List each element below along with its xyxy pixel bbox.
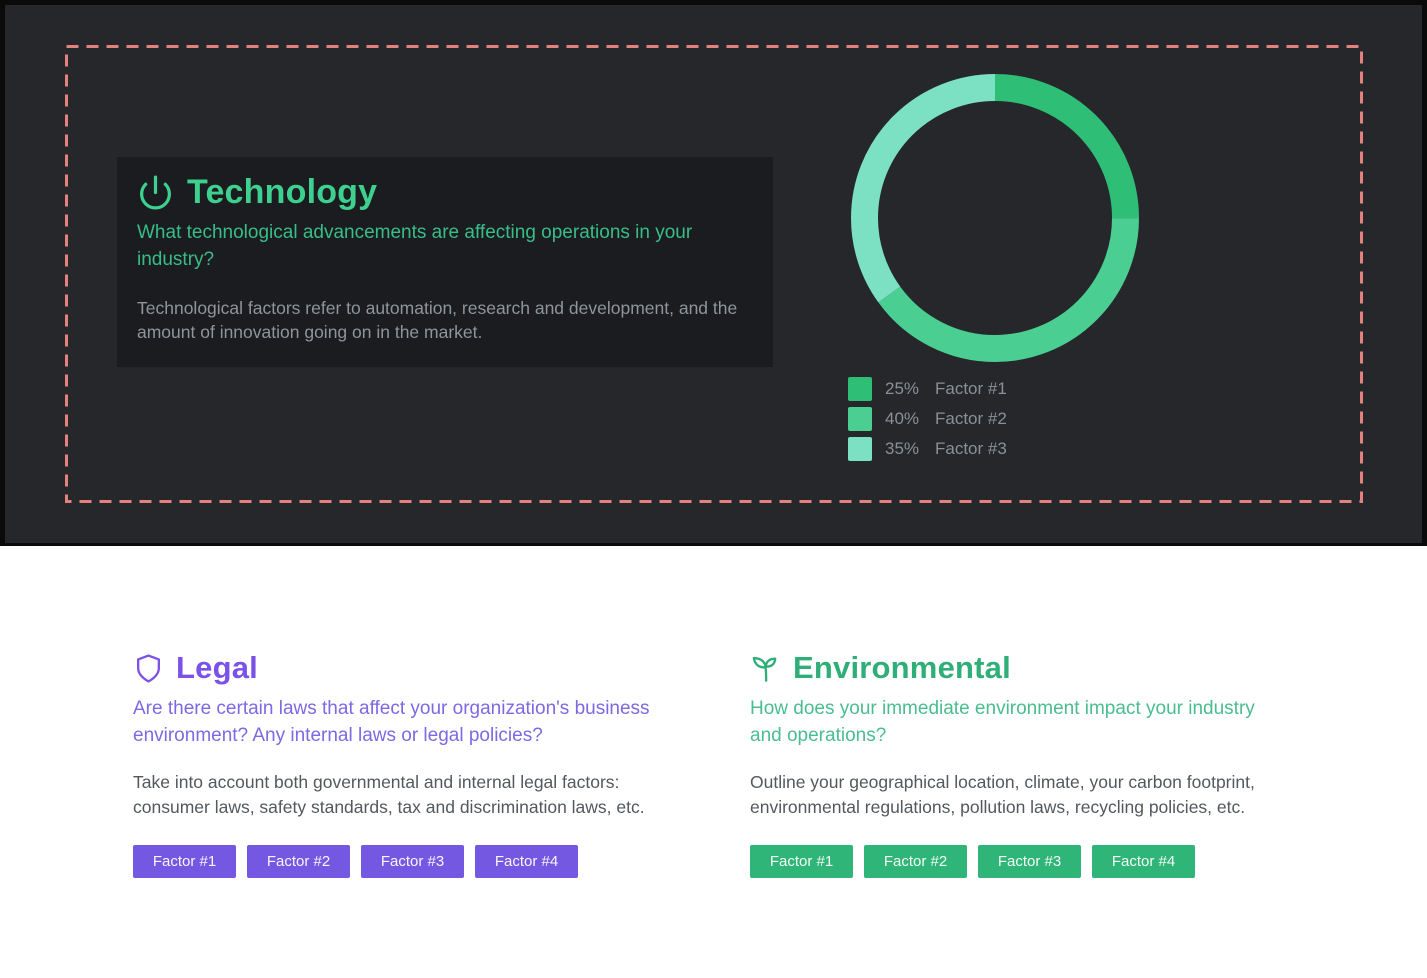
legend-item: 25% Factor #1	[848, 377, 1007, 401]
technology-card: Technology What technological advancemen…	[117, 157, 773, 367]
shield-icon	[133, 653, 164, 684]
legal-heading: Legal	[133, 650, 681, 686]
legend-percent: 40%	[885, 409, 920, 428]
legal-factor-button[interactable]: Factor #1	[133, 845, 236, 878]
donut-chart	[851, 74, 1139, 362]
legend-label: Factor #3	[935, 439, 1007, 458]
legal-question: Are there certain laws that affect your …	[133, 698, 650, 746]
technology-question: What technological advancements are affe…	[137, 222, 693, 270]
legend-percent: 35%	[885, 439, 920, 458]
chart-legend: 25% Factor #1 40% Factor #2 35% Factor #3	[848, 377, 1007, 467]
environmental-description: Outline your geographical location, clim…	[750, 772, 1255, 817]
legal-factor-button[interactable]: Factor #4	[475, 845, 578, 878]
legend-item: 35% Factor #3	[848, 437, 1007, 461]
environmental-heading: Environmental	[750, 650, 1298, 686]
legal-section: Legal Are there certain laws that affect…	[133, 650, 681, 878]
power-icon	[137, 174, 174, 211]
sprout-icon	[750, 653, 781, 684]
legal-factors: Factor #1 Factor #2 Factor #3 Factor #4	[133, 845, 681, 878]
donut-chart-svg	[851, 74, 1139, 362]
environmental-question: How does your immediate environment impa…	[750, 698, 1255, 746]
legend-label: Factor #1	[935, 379, 1007, 398]
legend-percent: 25%	[885, 379, 920, 398]
legend-swatch	[848, 377, 872, 401]
legal-factor-button[interactable]: Factor #2	[247, 845, 350, 878]
legend-label: Factor #2	[935, 409, 1007, 428]
environmental-factor-button[interactable]: Factor #3	[978, 845, 1081, 878]
environmental-factor-button[interactable]: Factor #1	[750, 845, 853, 878]
legend-swatch	[848, 407, 872, 431]
legend-item: 40% Factor #2	[848, 407, 1007, 431]
environmental-factors: Factor #1 Factor #2 Factor #3 Factor #4	[750, 845, 1298, 878]
donut-segment	[851, 74, 1139, 362]
technology-title: Technology	[187, 173, 378, 211]
environmental-section: Environmental How does your immediate en…	[750, 650, 1298, 878]
technology-description: Technological factors refer to automatio…	[137, 298, 738, 342]
content-area: Legal Are there certain laws that affect…	[0, 546, 1427, 975]
environmental-factor-button[interactable]: Factor #2	[864, 845, 967, 878]
environmental-factor-button[interactable]: Factor #4	[1092, 845, 1195, 878]
legend-swatch	[848, 437, 872, 461]
technology-heading: Technology	[137, 173, 753, 212]
environmental-title: Environmental	[793, 650, 1011, 685]
donut-segment	[851, 74, 1139, 362]
slide-panel: Technology What technological advancemen…	[0, 0, 1427, 546]
legal-title: Legal	[176, 650, 258, 685]
legal-factor-button[interactable]: Factor #3	[361, 845, 464, 878]
legal-description: Take into account both governmental and …	[133, 772, 645, 817]
